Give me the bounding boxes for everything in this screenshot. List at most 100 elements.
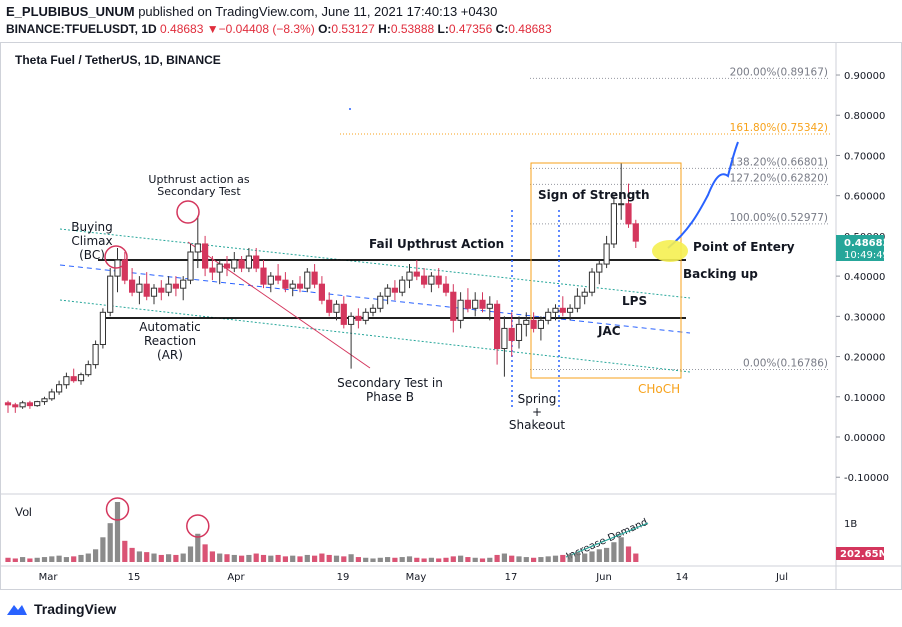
time-tick-label: 14 [676, 572, 689, 583]
candle-body [413, 271, 420, 277]
candle-body [457, 299, 464, 321]
volume-bar [348, 554, 354, 562]
time-tick-label: Jun [595, 572, 612, 583]
volume-bar [136, 551, 142, 562]
volume-bar [93, 549, 99, 562]
time-tick-label: 19 [337, 572, 350, 583]
volume-bar [443, 557, 449, 562]
ohlc-line: BINANCE:TFUELUSDT, 1D 0.48683 ▼−0.04408 … [6, 22, 552, 36]
time-tick-label: Jul [775, 572, 788, 583]
price-tick-label: 0.30000 [844, 312, 885, 323]
volume-bar [246, 554, 252, 562]
time-tick-label: 15 [128, 572, 141, 583]
volume-bar [392, 557, 398, 562]
volume-bar [618, 537, 624, 562]
candle-body [129, 279, 136, 293]
candle-body [63, 376, 70, 386]
candle-body [4, 402, 12, 406]
volume-bar [589, 551, 595, 562]
volume-bar [509, 555, 515, 562]
volume-bar [187, 546, 194, 562]
last-price-tag-value: 0.48683 [844, 238, 890, 249]
volume-bar [421, 558, 427, 562]
volume-bar [122, 540, 128, 562]
candle-body [121, 259, 128, 281]
volume-bar [341, 556, 347, 562]
annotation-automatic-reaction: Automatic Reaction (AR) [139, 320, 201, 362]
candle-body [238, 259, 245, 269]
volume-bar [151, 553, 157, 562]
candle-body [369, 307, 377, 313]
volume-bar [49, 556, 55, 562]
candle-body [333, 303, 340, 313]
candle-body [391, 287, 398, 293]
volume-value-tag [836, 547, 884, 560]
time-tick-label: May [406, 572, 427, 583]
volume-bar [100, 537, 106, 562]
candle-body [187, 251, 194, 281]
channel-lower-line [59, 299, 691, 373]
candle-body [545, 311, 552, 321]
volume-bar [56, 555, 62, 562]
volume-bar [239, 555, 245, 562]
volume-bar [428, 557, 434, 562]
volume-bar [319, 553, 325, 562]
volume-bar [224, 554, 230, 562]
candle-body [48, 391, 55, 400]
volume-bar [538, 557, 544, 562]
volume-bar [312, 555, 318, 562]
close-label: C: [495, 22, 509, 36]
price-change: −0.04408 (−8.3%) [218, 22, 315, 36]
volume-bar [516, 556, 522, 562]
volume-bar [71, 556, 77, 562]
volume-bar [5, 557, 11, 562]
volume-bar [545, 556, 551, 562]
fib-level-label: 138.20%(0.66801) [730, 156, 828, 168]
candle-body [92, 343, 99, 366]
candle-body [318, 283, 325, 301]
price-tick-label: 0.20000 [844, 353, 885, 364]
volume-bar [231, 554, 237, 562]
candle-body [209, 267, 216, 273]
candle-body [479, 299, 486, 309]
candle-body [143, 283, 150, 297]
volume-bar [166, 554, 172, 562]
volume-bar [399, 557, 405, 562]
volume-bar [282, 556, 288, 562]
candle-body [340, 303, 347, 325]
time-tick-label: Mar [39, 572, 59, 583]
volume-bar [333, 555, 340, 562]
volume-bar [173, 554, 179, 562]
candle-body [428, 275, 435, 285]
last-price-tag [836, 235, 884, 261]
candle-body [85, 364, 92, 376]
volume-axis-tick: 1B [844, 519, 857, 530]
volume-bar [20, 557, 26, 562]
price-tick-label: 0.40000 [844, 272, 885, 283]
candle-body [632, 223, 639, 242]
candle-body [494, 303, 501, 350]
chart-title: Theta Fuel / TetherUS, 1D, BINANCE [15, 53, 221, 67]
candle-body [311, 271, 318, 285]
candle-body [552, 307, 559, 313]
annotation-secondary-test: Secondary Test in Phase B [337, 376, 443, 404]
footer-brand[interactable]: TradingView [6, 598, 116, 620]
volume-bar [27, 558, 33, 562]
close-value: 0.48683 [508, 22, 552, 36]
candle-body [596, 263, 603, 273]
volume-bar [202, 544, 208, 562]
volume-bar [472, 557, 478, 562]
publisher-name[interactable]: E_PLUBIBUS_UNUM [6, 4, 135, 19]
candle-body [41, 398, 48, 403]
volume-bar [633, 553, 639, 562]
candle-body [165, 283, 172, 293]
candle-body [77, 374, 85, 382]
candle-body [56, 384, 63, 393]
stray-marker-dot [349, 108, 351, 110]
volume-bar [370, 558, 376, 562]
candle-body [603, 243, 610, 265]
candle-body [348, 315, 355, 325]
tradingview-logo-icon [7, 605, 27, 615]
volume-bar [260, 554, 267, 562]
